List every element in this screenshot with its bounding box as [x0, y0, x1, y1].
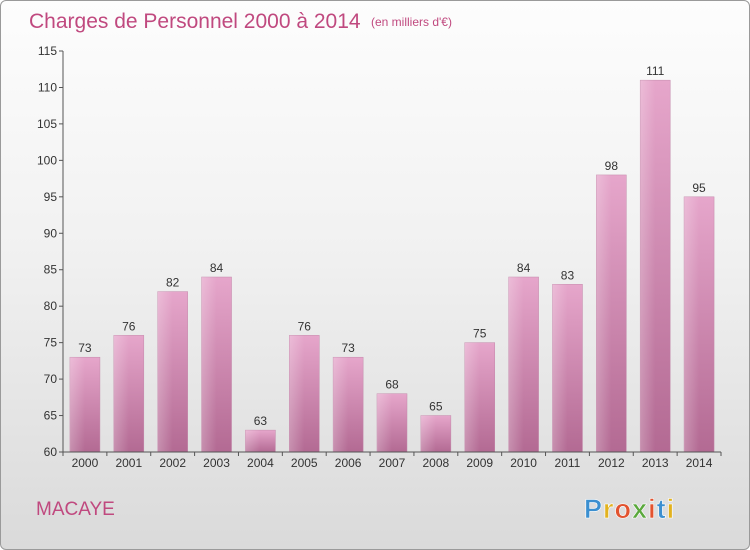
- x-tick-label-2002: 2002: [159, 456, 186, 470]
- x-tick-label-2004: 2004: [247, 456, 274, 470]
- y-tick-label: 100: [37, 153, 57, 167]
- bar-highlight: [684, 196, 700, 452]
- x-tick-label-2005: 2005: [291, 456, 318, 470]
- value-label-2006: 73: [341, 341, 355, 355]
- x-tick-label-2013: 2013: [642, 456, 669, 470]
- x-tick-label-2012: 2012: [598, 456, 625, 470]
- y-axis: 60 65 70 75 80 85 90 95 100 105 110 115: [37, 44, 64, 459]
- bars: 73 76 82 84 63 76 73 68 65 75 84 83 98 111 95: [69, 64, 715, 453]
- y-tick-label: 105: [37, 117, 57, 131]
- y-tick-label: 75: [44, 336, 58, 350]
- value-label-2003: 84: [210, 261, 224, 275]
- value-label-2012: 98: [605, 159, 619, 173]
- y-tick-label: 80: [44, 299, 58, 313]
- y-tick-label: 60: [44, 445, 58, 459]
- x-tick-label-2010: 2010: [510, 456, 537, 470]
- value-label-2013: 111: [646, 64, 665, 78]
- bar-highlight: [113, 335, 129, 452]
- y-tick-label: 95: [44, 190, 58, 204]
- bar-highlight: [289, 335, 305, 452]
- x-tick-label-2014: 2014: [686, 456, 713, 470]
- chart-subtitle: (en milliers d'€): [371, 15, 452, 29]
- bar-highlight: [157, 291, 173, 452]
- value-label-2008: 65: [429, 400, 443, 414]
- x-axis: 2000 2001 2002 2003 2004 2005 2006 2007 2008 2009…: [62, 451, 722, 470]
- bar-highlight: [596, 174, 612, 453]
- x-tick-label-2000: 2000: [72, 456, 99, 470]
- y-tick-label: 110: [38, 80, 57, 94]
- bar-highlight: [508, 277, 524, 452]
- value-label-2011: 83: [561, 268, 575, 282]
- proxiti-logo: Proxiti: [584, 494, 675, 524]
- value-label-2014: 95: [692, 181, 706, 195]
- y-tick-label: 85: [44, 263, 58, 277]
- bar-highlight: [69, 357, 85, 452]
- value-label-2007: 68: [385, 378, 399, 392]
- x-tick-label-2006: 2006: [335, 456, 362, 470]
- value-label-2001: 76: [122, 319, 136, 333]
- x-tick-label-2009: 2009: [466, 456, 493, 470]
- value-label-2004: 63: [254, 414, 268, 428]
- value-label-2002: 82: [166, 276, 180, 290]
- y-tick-label: 70: [44, 372, 58, 386]
- value-label-2009: 75: [473, 327, 487, 341]
- bar-highlight: [552, 284, 568, 452]
- x-tick-label-2008: 2008: [423, 456, 450, 470]
- x-tick-label-2003: 2003: [203, 456, 230, 470]
- commune-name: MACAYE: [36, 499, 115, 520]
- value-label-2005: 76: [298, 319, 312, 333]
- bar-highlight: [420, 415, 436, 452]
- chart-title: Charges de Personnel 2000 à 2014: [29, 10, 361, 33]
- y-tick-label: 115: [38, 44, 57, 58]
- y-tick-label: 90: [44, 226, 58, 240]
- bar-highlight: [464, 342, 480, 452]
- x-tick-label-2001: 2001: [115, 456, 142, 470]
- bar-highlight: [640, 80, 656, 452]
- bar-highlight: [245, 430, 261, 452]
- bar-highlight: [377, 393, 392, 452]
- value-label-2000: 73: [78, 341, 92, 355]
- y-tick-label: 65: [44, 409, 58, 423]
- x-tick-label-2007: 2007: [379, 456, 406, 470]
- value-label-2010: 84: [517, 261, 531, 275]
- bar-highlight: [333, 357, 349, 452]
- bar-highlight: [201, 277, 217, 452]
- x-tick-label-2011: 2011: [555, 456, 581, 470]
